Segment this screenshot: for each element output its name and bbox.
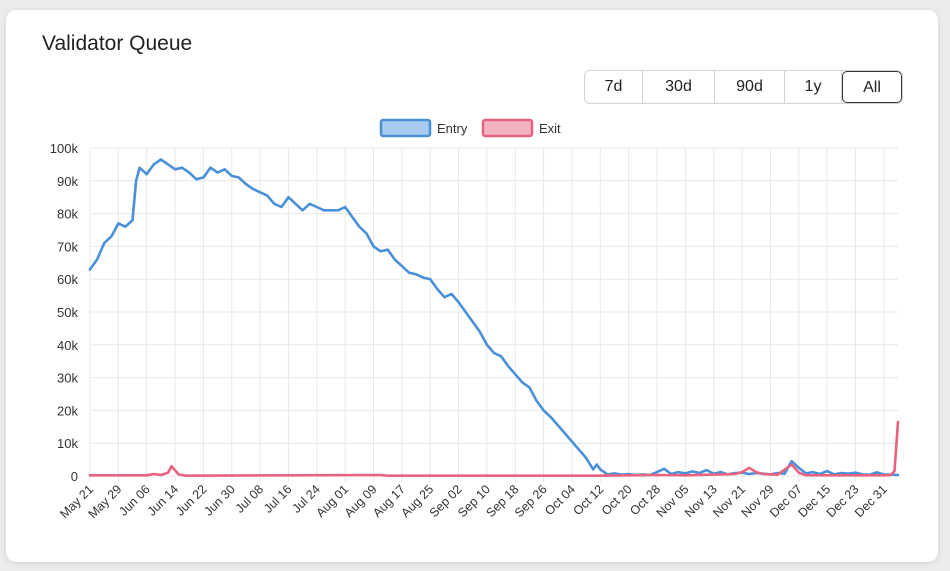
range-7d-button[interactable]: 7d [585,71,643,103]
range-1y-button[interactable]: 1y [785,71,842,103]
y-tick-label: 70k [57,239,78,254]
legend-swatch-exit [481,118,534,138]
legend-label-exit: Exit [539,121,561,136]
y-tick-label: 100k [50,141,79,156]
y-tick-label: 50k [57,305,78,320]
range-30d-button[interactable]: 30d [643,71,715,103]
y-tick-label: 40k [57,338,78,353]
x-tick-label: Sep 26 [512,482,550,520]
y-tick-label: 20k [57,403,78,418]
y-tick-label: 60k [57,272,78,287]
y-tick-label: 80k [57,207,78,222]
range-all-button[interactable]: All [842,71,902,103]
legend-label-entry: Entry [437,121,468,136]
x-tick-label: Jun 30 [201,482,237,518]
x-tick-label: Dec 31 [852,482,890,520]
x-tick-label: Oct 20 [599,482,635,518]
range-selector: 7d 30d 90d 1y All [584,70,903,104]
y-tick-label: 10k [57,436,78,451]
chart-title: Validator Queue [42,32,193,55]
series-line-exit [88,420,900,478]
x-tick-label: Jul 16 [261,482,295,516]
x-tick-label: Jun 14 [145,482,181,518]
x-tick-label: Oct 04 [542,482,578,518]
x-tick-label: Jun 06 [116,482,152,518]
validator-queue-card: Validator Queue 7d 30d 90d 1y All [6,10,938,562]
series-line-entry [88,158,900,477]
x-tick-label: Jun 22 [173,482,209,518]
y-tick-label: 90k [57,174,78,189]
y-tick-label: 0 [71,469,78,484]
range-90d-button[interactable]: 90d [715,71,785,103]
y-tick-label: 30k [57,371,78,386]
legend-swatch-entry [379,118,432,138]
x-tick-label: Jul 08 [233,482,267,516]
x-tick-label: Oct 12 [570,482,606,518]
